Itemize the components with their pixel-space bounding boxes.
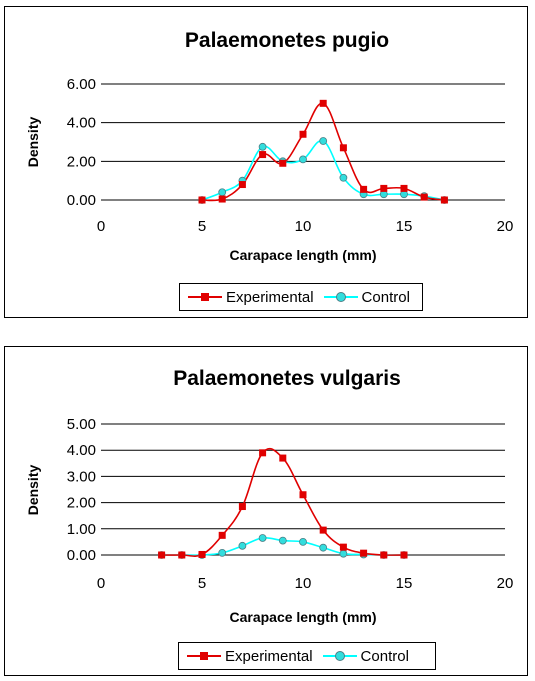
x-axis-label: Carapace length (mm) [229,609,376,625]
experimental-marker-icon [187,649,221,663]
data-point-experimental [319,99,327,107]
y-axis-label: Density [25,117,41,168]
legend-label-experimental: Experimental [226,288,314,306]
y-tick-label: 4.00 [67,442,96,459]
legend-item-experimental: Experimental [187,648,313,665]
x-tick-label: 20 [497,575,514,592]
legend-item-experimental: Experimental [188,289,314,306]
data-point-experimental [218,531,226,539]
chart-svg-pugio: Palaemonetes pugio 0.00 2.00 4.00 6.00 0 5 10 15… [25,29,514,263]
x-tick-label: 15 [396,575,413,592]
y-tick-label: 5.00 [67,416,96,433]
y-tick-label: 4.00 [67,115,96,132]
x-tick-label: 0 [97,575,105,592]
data-point-experimental [420,193,428,201]
data-point-experimental [400,184,408,192]
data-point-experimental [198,550,206,558]
x-tick-label: 5 [198,218,206,235]
data-point-experimental [339,543,347,551]
data-point-control [238,541,247,550]
y-tick-label: 0.00 [67,547,96,564]
y-axis-label: Density [25,465,41,516]
chart-panel-pugio: Palaemonetes pugio 0.00 2.00 4.00 6.00 0 5 10 15… [4,6,528,318]
data-point-experimental [380,551,388,559]
x-axis-label: Carapace length (mm) [229,247,376,263]
x-tick-label: 0 [97,218,105,235]
chart-panel-vulgaris: Palaemonetes vulgaris 0.00 1.00 2.00 3.00 4.0… [4,346,528,676]
data-point-experimental [279,454,287,462]
y-tick-label: 3.00 [67,468,96,485]
control-marker-icon [323,290,358,304]
legend: Experimental Control [178,642,436,670]
data-point-experimental [238,503,246,511]
x-tick-label: 10 [295,575,312,592]
y-tick-label: 6.00 [67,76,96,93]
series-line-experimental [201,102,445,202]
legend-label-control: Control [361,288,410,306]
data-point-control [218,549,227,557]
data-point-experimental [158,551,166,559]
chart-title: Palaemonetes vulgaris [173,367,401,390]
data-point-control [299,537,307,546]
data-point-experimental [339,144,347,152]
data-point-experimental [279,159,287,167]
experimental-marker-icon [188,290,222,304]
data-point-experimental [259,449,267,457]
data-point-experimental [380,184,388,192]
legend-item-control: Control [322,647,409,665]
y-tick-label: 1.00 [67,521,96,538]
control-marker-icon [322,649,357,663]
data-point-experimental [218,195,226,203]
x-tick-label: 5 [198,575,206,592]
legend-label-control: Control [360,647,409,665]
y-tick-label: 0.00 [67,192,96,209]
data-point-experimental [259,151,267,159]
legend-label-experimental: Experimental [225,647,313,665]
data-point-experimental [299,130,307,138]
chart-title: Palaemonetes pugio [185,29,389,52]
data-point-control [258,534,267,542]
x-tick-label: 15 [396,218,413,235]
data-point-control [339,173,348,182]
chart-svg-vulgaris: Palaemonetes vulgaris 0.00 1.00 2.00 3.00 4.0… [25,367,514,625]
y-tick-label: 2.00 [67,153,96,170]
data-point-experimental [319,526,327,534]
data-point-control [278,536,287,545]
data-point-experimental [360,185,368,193]
data-point-control [319,543,328,552]
data-point-experimental [360,549,368,557]
data-point-control [299,155,307,164]
y-tick-label: 2.00 [67,495,96,512]
data-point-experimental [198,196,206,204]
legend: Experimental Control [179,283,423,311]
data-point-control [319,137,328,145]
x-tick-label: 20 [497,218,514,235]
data-point-experimental [178,551,186,559]
legend-item-control: Control [323,288,410,306]
series-line-control [201,139,445,201]
data-point-control [258,142,267,151]
data-point-control [218,188,227,197]
data-point-experimental [238,181,246,189]
data-point-experimental [299,491,307,499]
x-tick-label: 10 [295,218,312,235]
data-point-experimental [440,196,448,204]
data-point-experimental [400,551,408,559]
data-point-control [339,549,348,558]
